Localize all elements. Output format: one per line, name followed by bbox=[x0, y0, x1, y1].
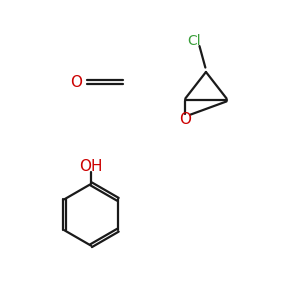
Text: Cl: Cl bbox=[188, 34, 201, 48]
Text: OH: OH bbox=[80, 159, 103, 174]
Text: O: O bbox=[70, 75, 83, 90]
Text: O: O bbox=[179, 112, 191, 127]
